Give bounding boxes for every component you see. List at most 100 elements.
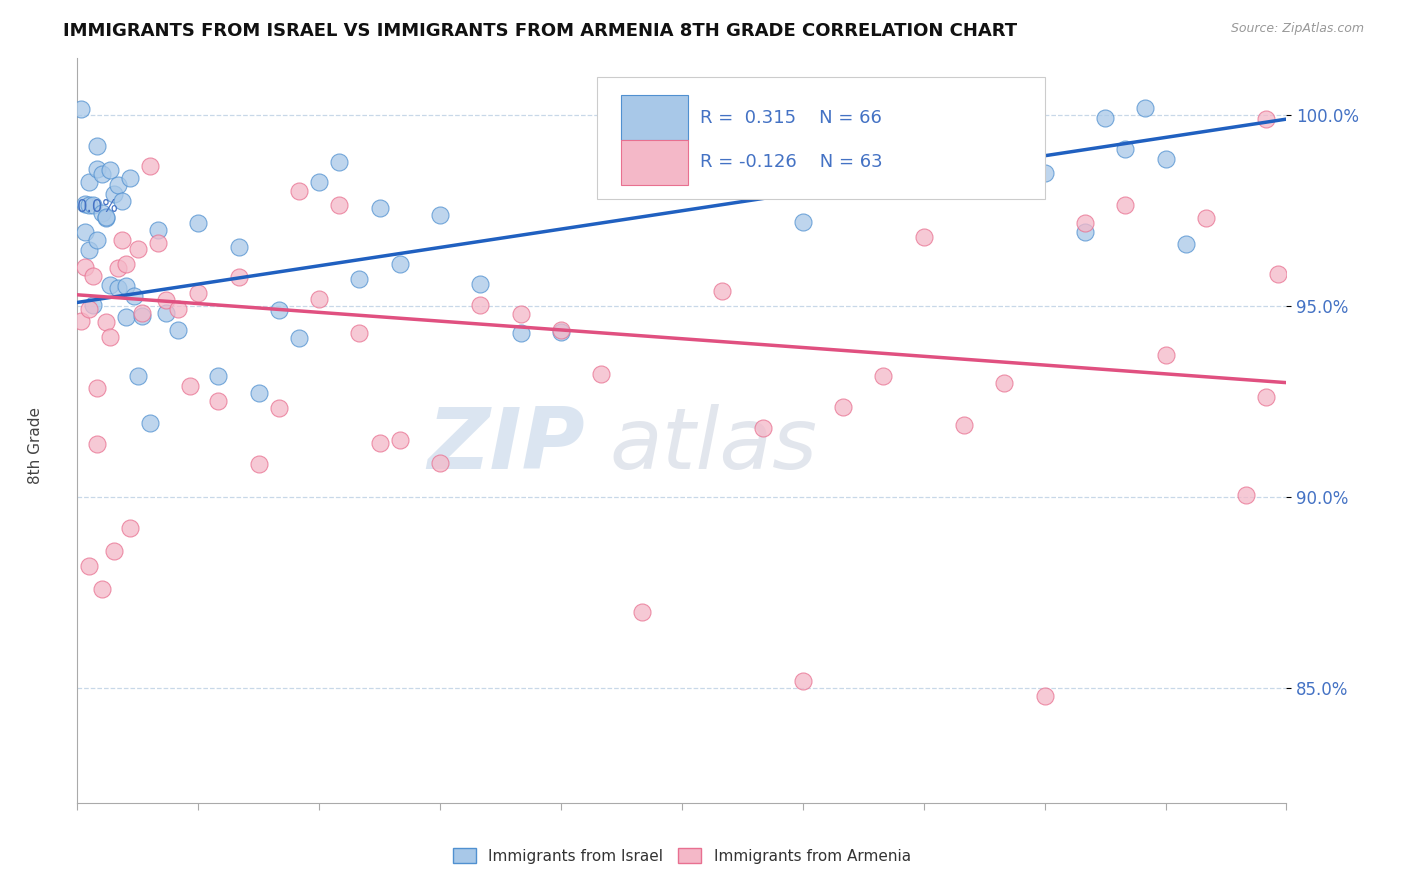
- Point: [79, 301, 101, 316]
- Point: [79, 198, 101, 212]
- Point: [118, 521, 141, 535]
- Point: [127, 369, 149, 384]
- Point: [368, 435, 391, 450]
- Point: [155, 293, 177, 307]
- Point: [79, 175, 101, 189]
- Point: [90, 167, 112, 181]
- Point: [131, 306, 153, 320]
- Point: [207, 393, 229, 408]
- Point: [711, 101, 734, 115]
- Point: [509, 307, 531, 321]
- Point: [288, 184, 311, 198]
- Point: [550, 326, 572, 340]
- Point: [146, 223, 169, 237]
- Point: [103, 187, 125, 202]
- Point: [1074, 216, 1097, 230]
- Point: [107, 260, 129, 275]
- Point: [114, 310, 136, 325]
- Point: [247, 457, 270, 471]
- FancyBboxPatch shape: [598, 77, 1045, 200]
- Point: [470, 277, 492, 292]
- Point: [103, 543, 125, 558]
- Point: [1174, 236, 1197, 251]
- Point: [953, 417, 976, 432]
- Point: [90, 206, 112, 220]
- Point: [912, 161, 935, 176]
- Point: [470, 298, 492, 312]
- Point: [86, 138, 108, 153]
- Point: [429, 208, 451, 222]
- Legend: Immigrants from Israel, Immigrants from Armenia: Immigrants from Israel, Immigrants from …: [447, 841, 917, 870]
- Point: [90, 582, 112, 596]
- Point: [751, 176, 773, 190]
- Text: 0.0%: 0.0%: [77, 198, 120, 216]
- Point: [1267, 267, 1289, 281]
- Point: [388, 433, 411, 447]
- Point: [82, 197, 104, 211]
- Text: ZIP: ZIP: [427, 404, 585, 487]
- Point: [368, 202, 391, 216]
- Point: [1033, 689, 1056, 703]
- Point: [79, 244, 101, 258]
- Point: [591, 367, 613, 381]
- Point: [98, 163, 121, 178]
- Point: [98, 330, 121, 344]
- Point: [993, 376, 1015, 391]
- Point: [107, 178, 129, 193]
- Point: [118, 171, 141, 186]
- Point: [288, 331, 311, 345]
- Point: [75, 197, 97, 211]
- Point: [349, 326, 371, 340]
- Point: [308, 175, 330, 189]
- Point: [872, 160, 894, 174]
- Point: [711, 284, 734, 298]
- Point: [1114, 142, 1136, 156]
- Point: [114, 257, 136, 271]
- Point: [122, 289, 145, 303]
- Point: [86, 162, 108, 177]
- Point: [167, 302, 190, 317]
- Point: [155, 306, 177, 320]
- Point: [328, 198, 350, 212]
- Point: [94, 211, 117, 225]
- Point: [308, 292, 330, 306]
- Point: [70, 103, 93, 117]
- Point: [111, 194, 134, 208]
- Point: [98, 278, 121, 293]
- Point: [75, 226, 97, 240]
- Point: [1256, 112, 1278, 127]
- Point: [111, 233, 134, 247]
- Point: [114, 279, 136, 293]
- Point: [187, 216, 209, 230]
- Point: [1135, 101, 1157, 115]
- Point: [127, 242, 149, 256]
- Point: [167, 323, 190, 337]
- Point: [1195, 211, 1218, 225]
- Point: [94, 316, 117, 330]
- Point: [187, 286, 209, 301]
- FancyBboxPatch shape: [621, 95, 688, 140]
- Point: [349, 271, 371, 285]
- Point: [1094, 111, 1116, 125]
- Point: [247, 386, 270, 401]
- Point: [1033, 166, 1056, 180]
- Point: [267, 401, 290, 415]
- Point: [228, 240, 250, 254]
- Point: [671, 160, 693, 174]
- Point: [792, 673, 814, 688]
- Point: [792, 215, 814, 229]
- Point: [179, 378, 201, 392]
- Point: [630, 605, 652, 619]
- Text: Source: ZipAtlas.com: Source: ZipAtlas.com: [1230, 22, 1364, 36]
- Point: [872, 369, 894, 384]
- Point: [1114, 197, 1136, 211]
- Text: R =  0.315    N = 66: R = 0.315 N = 66: [700, 109, 882, 127]
- Text: R = -0.126    N = 63: R = -0.126 N = 63: [700, 153, 883, 171]
- Point: [1154, 152, 1177, 166]
- Point: [953, 146, 976, 161]
- Point: [550, 323, 572, 337]
- Point: [671, 182, 693, 196]
- Point: [228, 270, 250, 285]
- Text: IMMIGRANTS FROM ISRAEL VS IMMIGRANTS FROM ARMENIA 8TH GRADE CORRELATION CHART: IMMIGRANTS FROM ISRAEL VS IMMIGRANTS FRO…: [63, 22, 1018, 40]
- FancyBboxPatch shape: [621, 140, 688, 185]
